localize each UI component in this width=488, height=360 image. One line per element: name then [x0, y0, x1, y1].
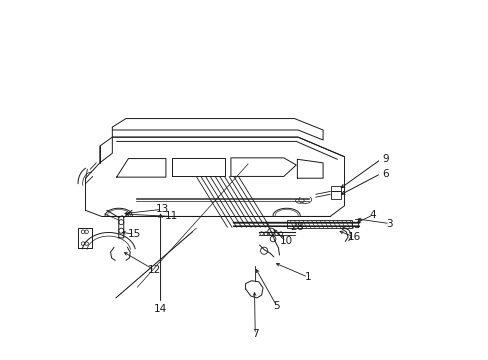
- Bar: [330, 186, 340, 192]
- Text: 2: 2: [290, 222, 297, 232]
- Text: 12: 12: [147, 265, 161, 275]
- Text: 4: 4: [369, 210, 376, 220]
- Text: 1: 1: [304, 272, 311, 282]
- Text: 10: 10: [279, 237, 292, 247]
- Circle shape: [270, 236, 275, 242]
- Text: 5: 5: [273, 301, 280, 311]
- Text: 13: 13: [155, 204, 169, 214]
- Text: 11: 11: [164, 211, 178, 221]
- Text: 9: 9: [382, 154, 388, 164]
- Text: 7: 7: [251, 329, 258, 339]
- Circle shape: [260, 247, 267, 254]
- Text: 6: 6: [382, 168, 388, 179]
- Text: 14: 14: [154, 304, 167, 314]
- Bar: [330, 191, 340, 199]
- Text: 16: 16: [347, 232, 361, 242]
- Bar: [287, 220, 352, 228]
- Text: 8: 8: [296, 222, 303, 232]
- Circle shape: [267, 228, 274, 235]
- Text: 3: 3: [386, 219, 392, 229]
- Text: 15: 15: [128, 229, 141, 239]
